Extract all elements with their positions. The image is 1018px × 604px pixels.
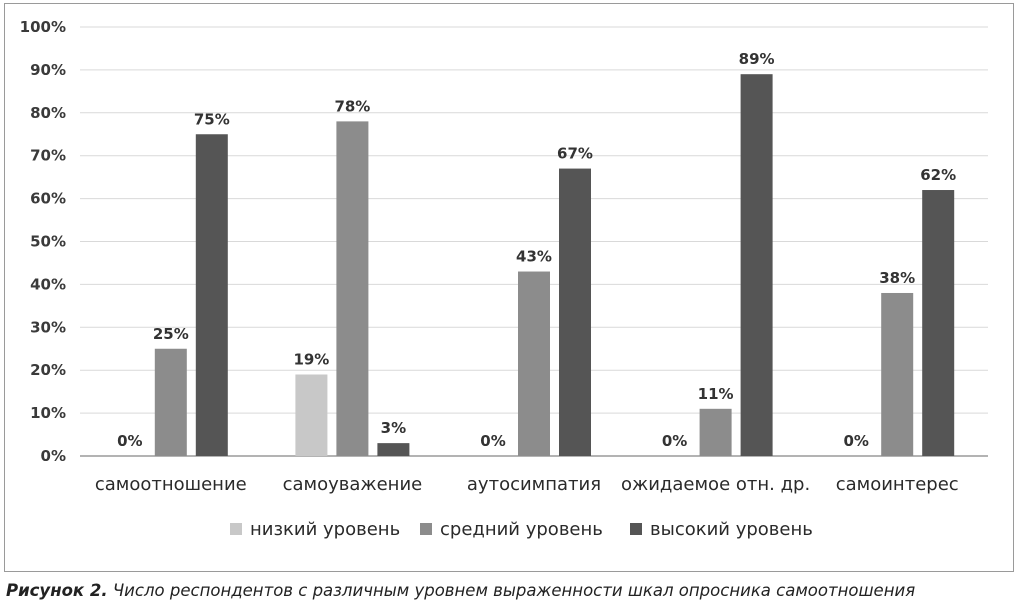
bar <box>740 74 773 456</box>
data-label: 25% <box>153 325 189 343</box>
data-label: 11% <box>698 385 734 403</box>
y-tick-label: 10% <box>30 404 66 422</box>
data-label: 3% <box>381 419 406 437</box>
bar <box>559 168 591 456</box>
legend-swatch <box>230 523 242 535</box>
bar <box>518 271 550 456</box>
legend-label: низкий уровень <box>250 519 400 540</box>
y-tick-label: 40% <box>30 275 66 293</box>
y-tick-label: 60% <box>30 190 66 208</box>
y-tick-label: 80% <box>30 104 66 122</box>
data-label: 67% <box>557 145 593 163</box>
y-tick-label: 0% <box>41 447 66 465</box>
legend-label: средний уровень <box>440 519 603 540</box>
y-tick-label: 90% <box>30 61 66 79</box>
data-label: 0% <box>117 432 142 450</box>
chart-frame <box>4 3 1014 572</box>
figure-caption: Рисунок 2. Число респондентов с различны… <box>6 581 1018 603</box>
y-tick-label: 30% <box>30 318 66 336</box>
x-tick-label: самоотношение <box>95 474 247 495</box>
x-tick-label: самоуважение <box>283 474 423 495</box>
data-label: 75% <box>194 110 230 128</box>
bar <box>295 374 328 456</box>
bar <box>195 134 228 456</box>
data-label: 38% <box>879 269 915 287</box>
data-label: 89% <box>739 50 775 68</box>
x-tick-label: ожидаемое отн. др. <box>621 474 810 495</box>
bar <box>336 121 369 456</box>
bar <box>154 348 187 456</box>
y-tick-label: 20% <box>30 361 66 379</box>
x-tick-label: аутосимпатия <box>467 474 601 495</box>
data-label: 43% <box>516 248 552 266</box>
bar <box>922 190 955 456</box>
y-tick-label: 50% <box>30 233 66 251</box>
legend-label: высокий уровень <box>650 519 813 540</box>
legend-swatch <box>420 523 432 535</box>
data-label: 78% <box>334 97 370 115</box>
y-tick-label: 100% <box>20 18 66 36</box>
bar-chart: 0% 10% 20% 30% 40% 50% 60% 70% 80% 90% 100% 0% 25% 75… <box>20 18 988 540</box>
bar <box>881 292 914 456</box>
x-tick-label: самоинтерес <box>836 474 959 495</box>
data-label: 0% <box>843 432 868 450</box>
bar <box>377 443 410 456</box>
caption-label: Рисунок 2. <box>6 581 108 600</box>
legend-swatch <box>630 523 642 535</box>
caption-text: Число респондентов с различным уровнем в… <box>112 581 916 600</box>
data-label: 0% <box>480 432 505 450</box>
data-label: 19% <box>293 350 329 368</box>
y-tick-label: 70% <box>30 147 66 165</box>
data-label: 62% <box>920 166 956 184</box>
data-label: 0% <box>662 432 687 450</box>
bar <box>699 408 732 456</box>
